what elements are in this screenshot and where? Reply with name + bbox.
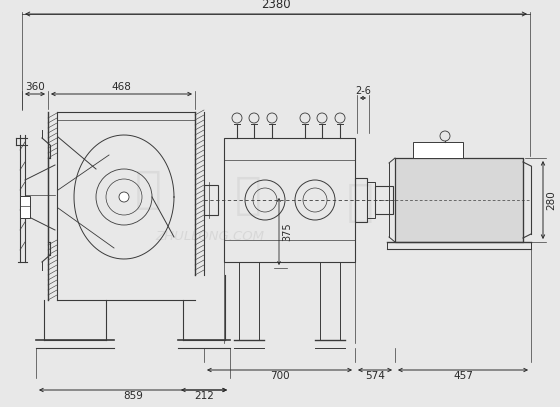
Text: 280: 280 bbox=[546, 190, 556, 210]
Text: 網: 網 bbox=[347, 180, 374, 223]
Bar bbox=[367, 182, 375, 218]
Text: 574: 574 bbox=[365, 371, 385, 381]
Text: ZHULLONG.COM: ZHULLONG.COM bbox=[156, 230, 264, 243]
Text: 859: 859 bbox=[123, 391, 143, 401]
Text: 龍: 龍 bbox=[235, 173, 262, 217]
Text: 457: 457 bbox=[453, 371, 473, 381]
Text: 468: 468 bbox=[111, 82, 132, 92]
Text: 2380: 2380 bbox=[261, 0, 291, 11]
Text: 2-6: 2-6 bbox=[355, 86, 371, 96]
Text: 360: 360 bbox=[25, 82, 45, 92]
Bar bbox=[204, 185, 218, 215]
Text: 212: 212 bbox=[194, 391, 214, 401]
Bar bbox=[355, 178, 367, 222]
Text: 375: 375 bbox=[282, 222, 292, 241]
Circle shape bbox=[119, 192, 129, 202]
Bar bbox=[20, 196, 30, 218]
Bar bbox=[395, 158, 523, 242]
Bar bbox=[224, 138, 355, 262]
Text: 700: 700 bbox=[270, 371, 290, 381]
Text: 築: 築 bbox=[134, 167, 161, 210]
Bar bbox=[375, 186, 393, 214]
Bar bbox=[413, 142, 463, 158]
